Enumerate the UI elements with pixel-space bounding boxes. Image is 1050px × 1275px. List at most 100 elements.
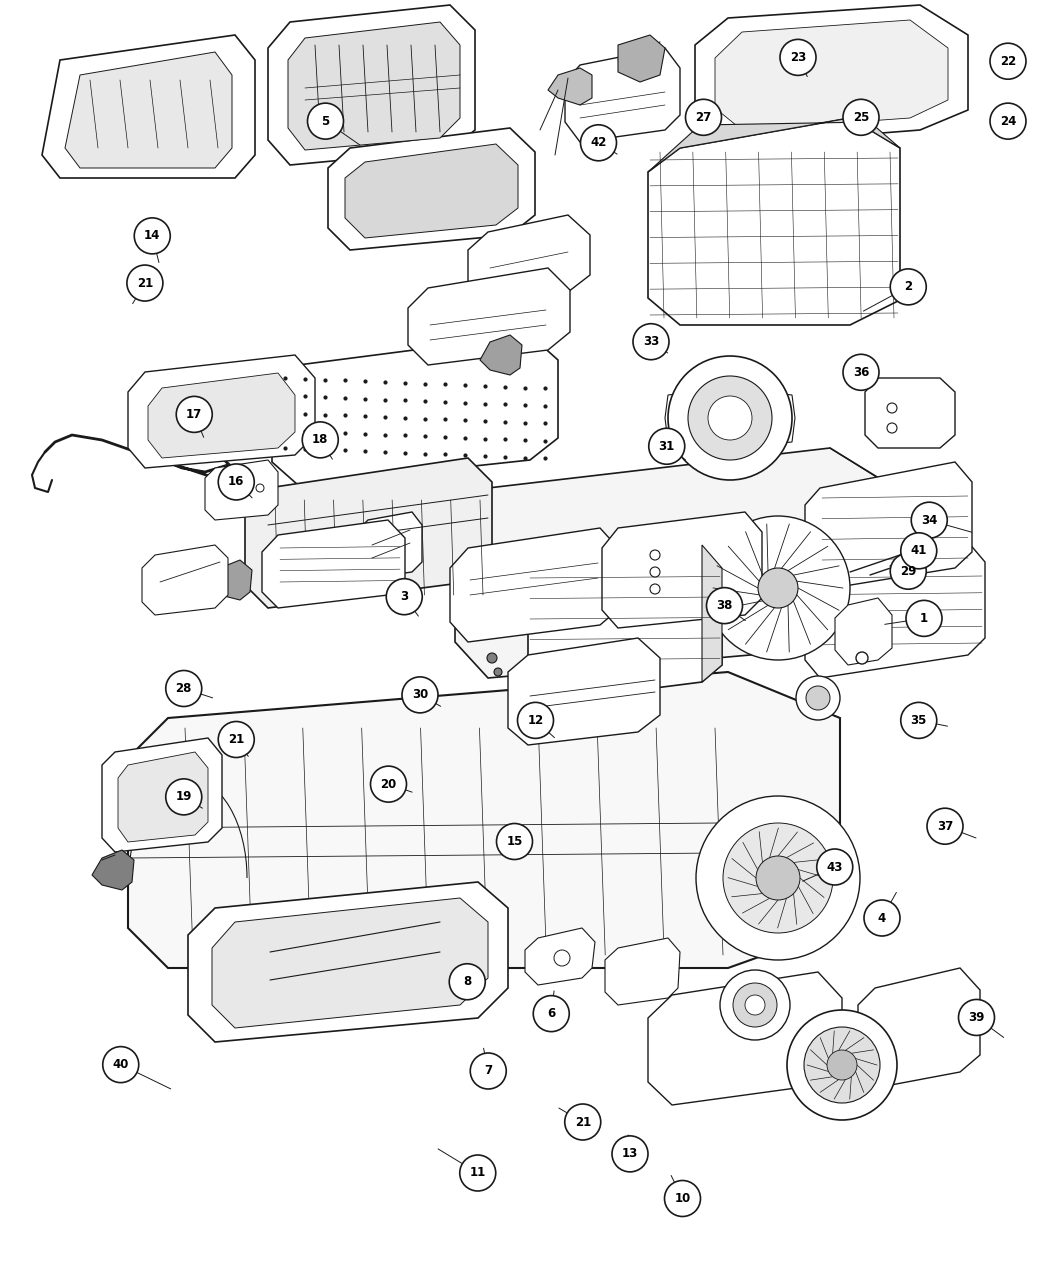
Circle shape	[633, 324, 669, 360]
Circle shape	[497, 824, 532, 859]
Text: 7: 7	[484, 1065, 492, 1077]
Text: 33: 33	[643, 335, 659, 348]
Polygon shape	[835, 598, 892, 666]
Circle shape	[460, 1155, 496, 1191]
Text: 31: 31	[658, 440, 675, 453]
Text: 10: 10	[674, 1192, 691, 1205]
Text: 41: 41	[910, 544, 927, 557]
Text: 20: 20	[380, 778, 397, 790]
Polygon shape	[648, 119, 900, 172]
Text: 19: 19	[175, 790, 192, 803]
Circle shape	[166, 671, 202, 706]
Circle shape	[959, 1000, 994, 1035]
Polygon shape	[508, 638, 660, 745]
Polygon shape	[262, 520, 405, 608]
Polygon shape	[345, 144, 518, 238]
Circle shape	[887, 403, 897, 413]
Circle shape	[226, 488, 234, 496]
Text: 5: 5	[321, 115, 330, 128]
Text: 15: 15	[506, 835, 523, 848]
Text: 21: 21	[228, 733, 245, 746]
Circle shape	[565, 1104, 601, 1140]
Polygon shape	[92, 850, 134, 890]
Polygon shape	[858, 968, 980, 1088]
Polygon shape	[455, 448, 895, 678]
Circle shape	[843, 99, 879, 135]
Circle shape	[706, 516, 850, 660]
Polygon shape	[128, 354, 315, 468]
Text: 42: 42	[590, 136, 607, 149]
Circle shape	[906, 601, 942, 636]
Circle shape	[901, 533, 937, 569]
Circle shape	[806, 686, 830, 710]
Circle shape	[720, 970, 790, 1040]
Text: 40: 40	[112, 1058, 129, 1071]
Polygon shape	[408, 268, 570, 365]
Polygon shape	[188, 882, 508, 1042]
Text: 17: 17	[186, 408, 203, 421]
Circle shape	[864, 900, 900, 936]
Circle shape	[386, 579, 422, 615]
Polygon shape	[468, 215, 590, 309]
Circle shape	[733, 983, 777, 1026]
Circle shape	[723, 822, 833, 933]
Text: 22: 22	[1000, 55, 1016, 68]
Circle shape	[103, 1047, 139, 1082]
Circle shape	[686, 99, 721, 135]
Circle shape	[990, 103, 1026, 139]
Circle shape	[134, 218, 170, 254]
Circle shape	[707, 588, 742, 623]
Text: 12: 12	[527, 714, 544, 727]
Polygon shape	[358, 513, 422, 578]
Text: 14: 14	[144, 230, 161, 242]
Polygon shape	[548, 68, 592, 105]
Circle shape	[780, 40, 816, 75]
Circle shape	[911, 502, 947, 538]
Circle shape	[650, 584, 660, 594]
Circle shape	[449, 964, 485, 1000]
Circle shape	[650, 567, 660, 578]
Text: 34: 34	[921, 514, 938, 527]
Circle shape	[668, 356, 792, 479]
Text: 6: 6	[547, 1007, 555, 1020]
Circle shape	[127, 265, 163, 301]
Text: 36: 36	[853, 366, 869, 379]
Circle shape	[166, 779, 202, 815]
Text: 3: 3	[400, 590, 408, 603]
Circle shape	[402, 677, 438, 713]
Circle shape	[827, 1051, 857, 1080]
Text: 1: 1	[920, 612, 928, 625]
Text: 16: 16	[228, 476, 245, 488]
Polygon shape	[618, 34, 665, 82]
Polygon shape	[525, 928, 595, 986]
Circle shape	[302, 422, 338, 458]
Polygon shape	[715, 20, 948, 130]
Circle shape	[308, 103, 343, 139]
Polygon shape	[805, 462, 972, 590]
Text: 35: 35	[910, 714, 927, 727]
Circle shape	[890, 269, 926, 305]
Text: 2: 2	[904, 280, 912, 293]
Text: 25: 25	[853, 111, 869, 124]
Circle shape	[256, 484, 264, 492]
Text: 29: 29	[900, 565, 917, 578]
Text: 37: 37	[937, 820, 953, 833]
Circle shape	[371, 766, 406, 802]
Text: 24: 24	[1000, 115, 1016, 128]
Polygon shape	[328, 128, 536, 250]
Circle shape	[218, 722, 254, 757]
Circle shape	[758, 567, 798, 608]
Text: 18: 18	[312, 434, 329, 446]
Polygon shape	[128, 672, 840, 968]
Text: 30: 30	[412, 688, 428, 701]
Circle shape	[756, 856, 800, 900]
Text: 28: 28	[175, 682, 192, 695]
Circle shape	[796, 676, 840, 720]
Polygon shape	[805, 542, 985, 678]
Polygon shape	[272, 335, 558, 484]
Text: 8: 8	[463, 975, 471, 988]
Polygon shape	[565, 48, 680, 142]
Polygon shape	[210, 560, 252, 601]
Polygon shape	[245, 458, 492, 608]
Circle shape	[890, 553, 926, 589]
